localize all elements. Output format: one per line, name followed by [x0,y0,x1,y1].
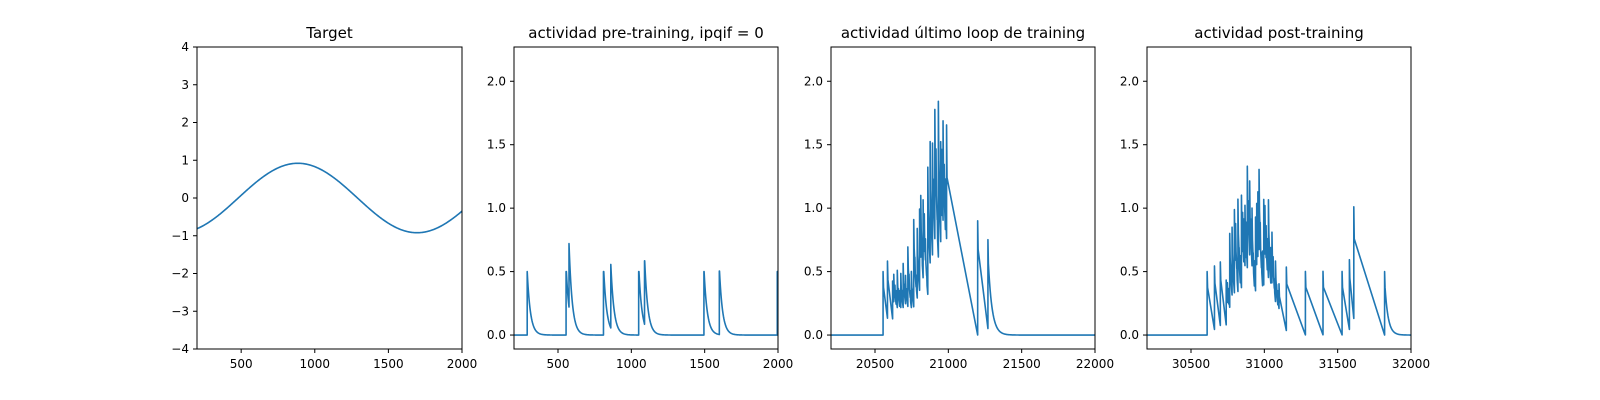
x-tick-label: 2000 [763,357,794,371]
y-tick-label: 0.0 [804,328,823,342]
y-tick-label: 4 [181,40,189,54]
y-tick-label: 0.5 [804,265,823,279]
x-tick-label: 1000 [300,357,331,371]
x-tick-label: 21000 [929,357,967,371]
axes-frame [513,46,779,350]
series-line [514,242,778,336]
y-tick-label: −4 [171,342,189,356]
x-tick-label: 1000 [616,357,647,371]
y-tick-label: 1.5 [804,138,823,152]
x-tick-label: 30500 [1172,357,1210,371]
y-tick-label: 0.0 [487,328,506,342]
x-tick-label: 22000 [1076,357,1114,371]
x-tick-label: 1500 [689,357,720,371]
y-tick-label: 0.0 [1120,328,1139,342]
series-line [831,100,1095,336]
axes-frame [1146,46,1412,350]
chart-title: actividad pre-training, ipqif = 0 [528,24,764,42]
chart-title: actividad post-training [1194,24,1363,42]
x-tick-label: 20500 [856,357,894,371]
y-tick-label: 0.5 [1120,265,1139,279]
series-line [1147,165,1411,336]
y-tick-label: 2.0 [1120,74,1139,88]
chart-panel-1: 500 1000 1500 2000 −4 −3 −2 −1 0 1 2 3 4 Target [171,24,477,371]
y-tick-label: −3 [171,304,189,318]
chart-title: Target [305,24,353,42]
x-tick-label: 500 [547,357,570,371]
y-tick-label: 2.0 [804,74,823,88]
x-tick-label: 31500 [1319,357,1357,371]
chart-panel-3: 20500 21000 21500 22000 0.0 0.5 1.0 1.5 2.0 activ… [804,24,1114,371]
chart-panel-2: 500 1000 1500 2000 0.0 0.5 1.0 1.5 2.0 actividad … [487,24,793,371]
x-tick-label: 1500 [373,357,404,371]
y-tick-label: 1.5 [1120,138,1139,152]
x-tick-label: 31000 [1245,357,1283,371]
charts-container: 500 1000 1500 2000 −4 −3 −2 −1 0 1 2 3 4 Target 500 100… [171,24,1430,371]
y-tick-label: 3 [181,78,189,92]
y-tick-label: 1.0 [1120,201,1139,215]
y-tick-label: 1.0 [487,201,506,215]
x-tick-label: 21500 [1003,357,1041,371]
chart-panel-4: 30500 31000 31500 32000 0.0 0.5 1.0 1.5 2.0 activ… [1120,24,1430,371]
x-tick-label: 2000 [447,357,478,371]
y-tick-label: 2 [181,116,189,130]
y-tick-label: −1 [171,229,189,243]
y-tick-label: 2.0 [487,74,506,88]
y-tick-label: 0.5 [487,265,506,279]
y-tick-label: 1.5 [487,138,506,152]
y-tick-label: 1 [181,153,189,167]
x-tick-label: 32000 [1392,357,1430,371]
series-line [197,162,462,234]
y-tick-label: 1.0 [804,201,823,215]
axes-frame [830,46,1096,350]
y-tick-label: −2 [171,267,189,281]
y-tick-label: 0 [181,191,189,205]
chart-title: actividad último loop de training [841,24,1085,42]
x-tick-label: 500 [230,357,253,371]
